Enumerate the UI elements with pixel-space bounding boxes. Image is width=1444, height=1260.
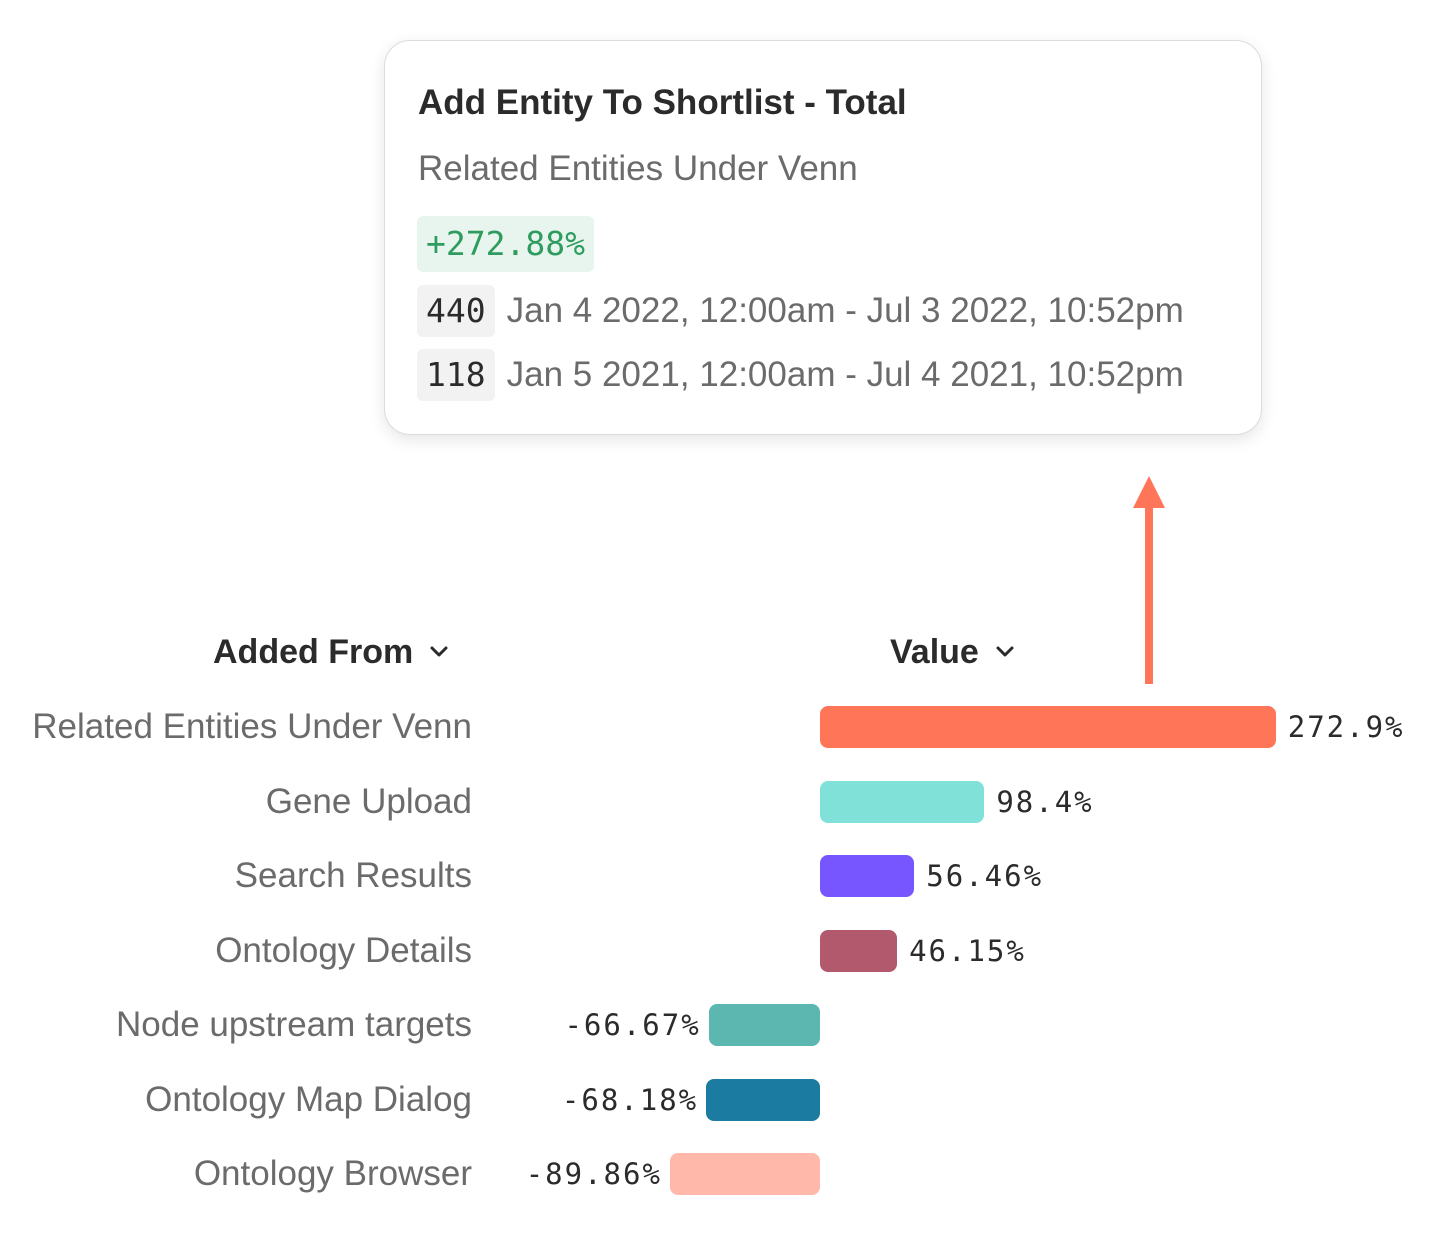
bar-value-label: -89.86% [525,1157,662,1191]
row-label-related-entities-under-venn: Related Entities Under Venn [32,707,472,746]
bar-ontology-browser[interactable] [669,1153,820,1195]
added-from-column-header[interactable]: Added From [213,628,451,672]
current-period-range: Jan 4 2022, 12:00am - Jul 3 2022, 10:52p… [506,291,1184,330]
row-label-ontology-map-dialog: Ontology Map Dialog [145,1080,472,1119]
bar-search-results[interactable] [820,855,915,897]
tooltip-previous-period-row: 118 Jan 5 2021, 12:00am - Jul 4 2021, 10:… [417,349,1184,401]
comparison-tooltip: Add Entity To Shortlist - Total Related … [384,40,1262,435]
bar-ontology-details[interactable] [820,930,898,972]
bar-value-label: 272.9% [1287,710,1405,744]
bar-value-label: -68.18% [561,1083,699,1117]
tooltip-delta-badge: +272.88% [417,216,594,272]
row-label-search-results: Search Results [234,856,472,895]
value-column-header[interactable]: Value [890,628,1017,672]
bar-gene-upload[interactable] [820,781,985,823]
bar-value-label: 98.4% [996,785,1094,819]
added-from-header-label: Added From [213,633,414,672]
bar-ontology-map-dialog[interactable] [706,1079,820,1121]
bar-value-label: 56.46% [926,859,1044,893]
value-header-label: Value [890,633,979,672]
chevron-down-icon [430,646,448,657]
bar-node-upstream-targets[interactable] [708,1004,820,1046]
annotation-arrow-icon [1133,476,1165,684]
previous-period-range: Jan 5 2021, 12:00am - Jul 4 2021, 10:52p… [506,355,1184,394]
bar-related-entities-under-venn[interactable] [820,706,1276,748]
row-label-gene-upload: Gene Upload [265,782,472,821]
row-label-node-upstream-targets: Node upstream targets [115,1005,472,1044]
bar-value-label: -66.67% [564,1008,701,1042]
row-label-ontology-browser: Ontology Browser [193,1154,472,1193]
tooltip-subtitle: Related Entities Under Venn [418,149,858,188]
tooltip-current-period-row: 440 Jan 4 2022, 12:00am - Jul 3 2022, 10:… [417,285,1184,337]
chevron-down-icon [996,646,1014,657]
row-label-ontology-details: Ontology Details [215,931,472,970]
previous-period-count: 118 [417,349,495,401]
current-period-count: 440 [417,285,495,337]
bar-value-label: 46.15% [909,934,1026,968]
tooltip-title: Add Entity To Shortlist - Total [418,83,907,122]
